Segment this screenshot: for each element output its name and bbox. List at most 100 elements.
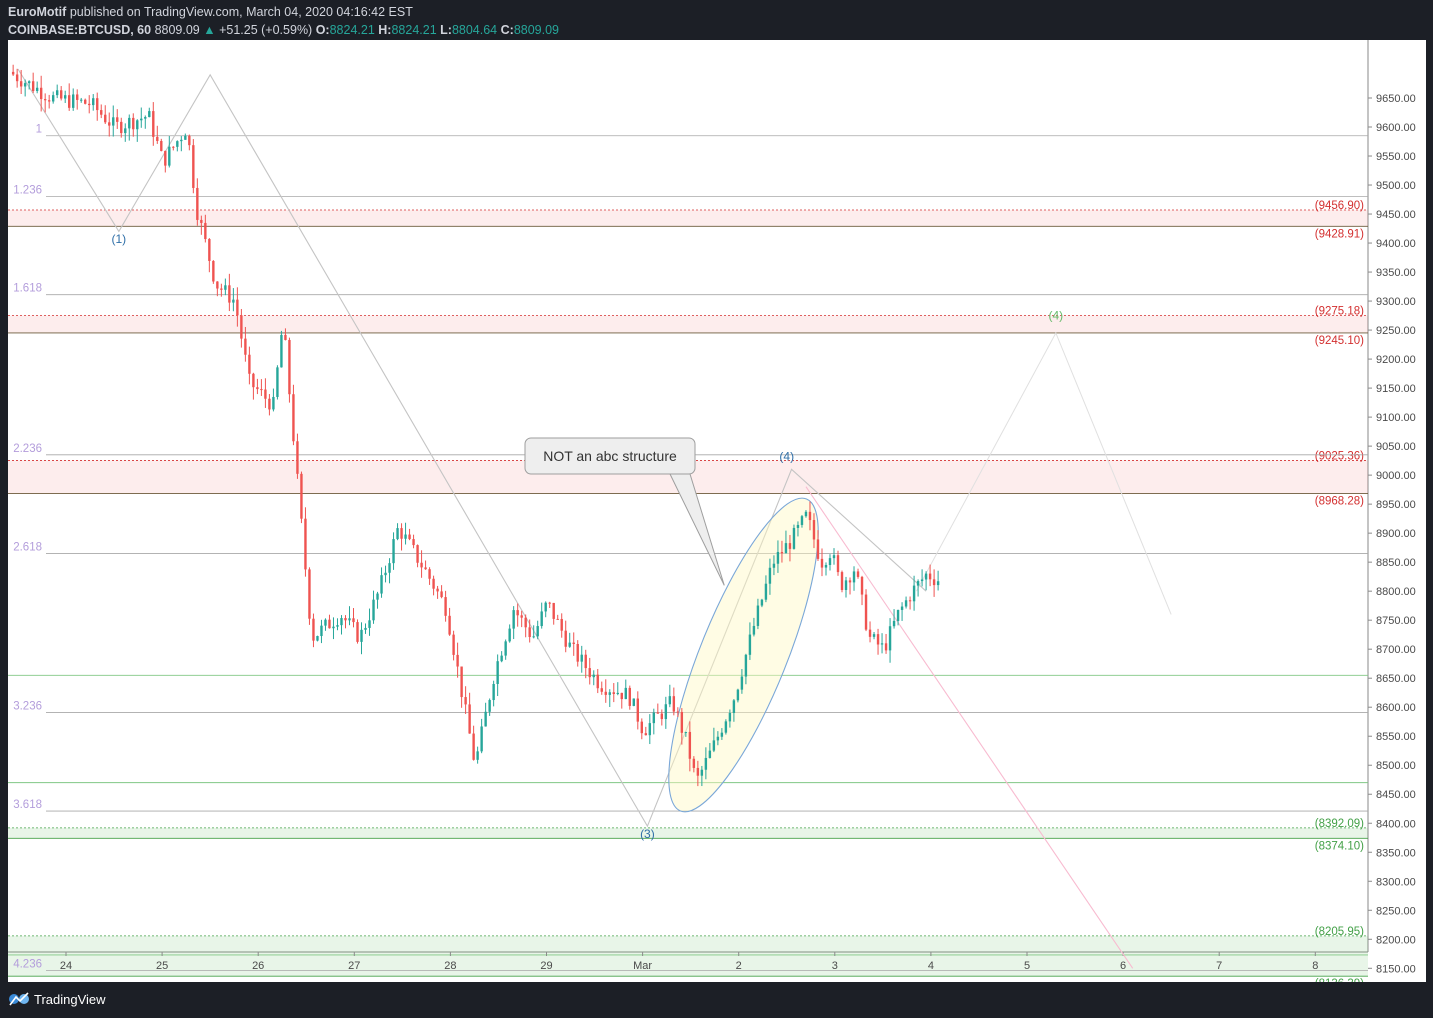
price-change: +51.25 (+0.59%) — [219, 23, 313, 37]
wave-label-1: (3) — [640, 827, 655, 841]
candle-body-160 — [652, 712, 656, 724]
candle-body-144 — [588, 668, 591, 678]
candle-body-96 — [396, 528, 399, 540]
candle-body-173 — [704, 757, 708, 770]
candle-body-171 — [696, 767, 700, 776]
wave-count-line — [17, 68, 927, 828]
candle-body-30 — [132, 117, 135, 130]
price-tick-29: 8200.00 — [1376, 934, 1416, 946]
chart-area[interactable]: (9456.90) (9428.91) (9275.18) (9245.10) (902… — [8, 40, 1426, 982]
callout-text: NOT an abc structure — [543, 448, 677, 464]
candle-body-1 — [15, 74, 19, 82]
candle-body-214 — [868, 629, 872, 637]
time-tick-11: 6 — [1120, 960, 1126, 972]
candle-body-72 — [300, 473, 303, 519]
candle-body-80 — [332, 626, 335, 629]
time-tick-5: 29 — [540, 960, 552, 972]
fib-label-5: 3.236 — [13, 700, 42, 712]
candle-body-7 — [39, 87, 43, 100]
price-tick-21: 8600.00 — [1376, 702, 1416, 714]
candle-body-83 — [344, 618, 347, 621]
candle-body-206 — [836, 555, 840, 573]
candle-body-25 — [112, 117, 115, 126]
fib-label-1: 1.236 — [13, 185, 42, 197]
price-tick-15: 8900.00 — [1376, 528, 1416, 540]
candle-body-95 — [392, 539, 395, 564]
candle-body-34 — [148, 111, 151, 118]
candle-body-118 — [484, 711, 487, 727]
close-value: 8809.09 — [513, 23, 560, 37]
footer: TradingView — [8, 988, 308, 1012]
candle-body-42 — [180, 139, 183, 142]
candle-body-62 — [260, 389, 263, 391]
time-tick-8: 3 — [832, 960, 838, 972]
candle-body-101 — [416, 545, 419, 563]
candle-body-190 — [772, 563, 776, 568]
candle-body-199 — [808, 511, 812, 521]
candle-body-201 — [816, 539, 820, 559]
wave-label-0: (1) — [112, 232, 127, 246]
candle-body-158 — [644, 733, 648, 736]
candle-body-18 — [84, 99, 87, 104]
candle-body-86 — [356, 622, 359, 642]
wave-label-2: (4) — [779, 450, 794, 464]
candle-body-84 — [348, 618, 351, 621]
price-tick-9: 9200.00 — [1376, 354, 1416, 366]
candle-body-149 — [608, 692, 611, 695]
low-label: L: — [440, 23, 452, 37]
time-tick-6: Mar — [633, 960, 652, 972]
candle-body-112 — [460, 666, 463, 698]
candle-body-59 — [248, 354, 251, 374]
publish-line: EuroMotif published on TradingView.com, … — [8, 5, 413, 19]
candle-body-88 — [364, 627, 367, 630]
candle-body-32 — [140, 118, 143, 121]
candle-body-79 — [328, 619, 331, 629]
price-tick-23: 8500.00 — [1376, 760, 1416, 772]
price-tick-12: 9050.00 — [1376, 441, 1416, 453]
candle-body-22 — [100, 110, 103, 115]
candle-body-91 — [376, 593, 379, 600]
time-tick-9: 4 — [928, 960, 934, 972]
candle-body-98 — [404, 534, 407, 539]
price-chart[interactable]: (9456.90) (9428.91) (9275.18) (9245.10) (902… — [8, 40, 1426, 982]
candle-body-146 — [596, 674, 599, 689]
candle-body-46 — [196, 187, 199, 220]
candle-body-94 — [388, 563, 391, 573]
candle-body-75 — [312, 618, 315, 641]
candle-body-159 — [648, 723, 652, 736]
footer-brand[interactable]: TradingView — [34, 992, 106, 1007]
zone-band-1 — [8, 315, 1368, 333]
candle-body-157 — [640, 721, 643, 734]
symbol-line: COINBASE:BTCUSD, 60 8809.09 ▲ +51.25 (+0… — [8, 23, 559, 37]
time-tick-4: 28 — [444, 960, 456, 972]
candle-body-107 — [440, 591, 443, 598]
candle-body-196 — [796, 524, 800, 528]
candle-body-51 — [216, 281, 219, 289]
candle-body-219 — [888, 626, 892, 651]
candle-body-222 — [900, 606, 904, 610]
candle-body-10 — [51, 95, 55, 102]
symbol-label[interactable]: COINBASE:BTCUSD, 60 — [8, 23, 152, 37]
candle-body-141 — [576, 643, 579, 662]
candle-body-13 — [63, 95, 67, 99]
candle-body-21 — [96, 98, 99, 111]
price-tick-28: 8250.00 — [1376, 905, 1416, 917]
fib-label-6: 3.618 — [13, 799, 42, 811]
candle-body-181 — [736, 689, 740, 701]
candle-body-130 — [532, 636, 535, 638]
candle-body-82 — [340, 618, 343, 626]
publisher-name[interactable]: EuroMotif — [8, 5, 67, 19]
callout-box — [524, 437, 696, 475]
price-tick-11: 9100.00 — [1376, 412, 1416, 424]
zone-bottom-label-2: (8968.28) — [1315, 496, 1364, 508]
time-tick-3: 27 — [348, 960, 360, 972]
candle-body-99 — [408, 534, 411, 540]
price-tick-0: 9650.00 — [1376, 93, 1416, 105]
time-tick-0: 24 — [60, 960, 72, 972]
candle-body-183 — [744, 654, 748, 677]
candle-body-40 — [172, 146, 175, 148]
candles-group — [11, 64, 940, 787]
callout-pointer — [669, 473, 725, 586]
candle-body-200 — [812, 520, 816, 540]
price-tick-6: 9350.00 — [1376, 267, 1416, 279]
